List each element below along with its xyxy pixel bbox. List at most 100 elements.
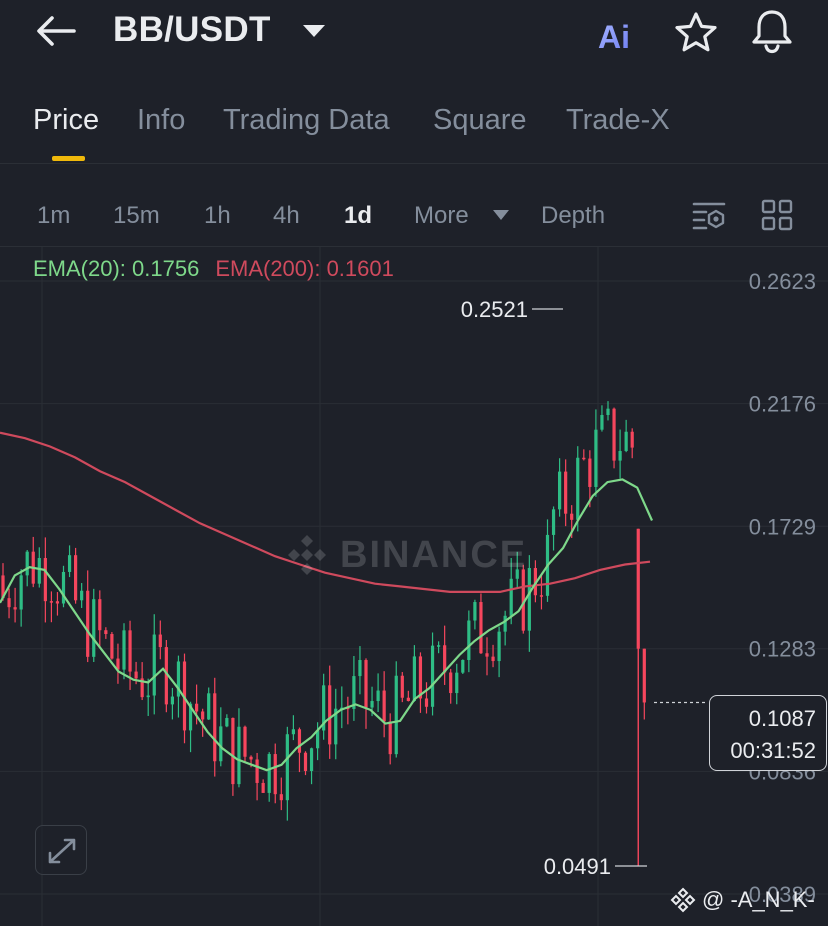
candle-body	[134, 671, 138, 679]
candle-body	[297, 729, 302, 753]
ema200-label: EMA(200): 0.1601	[215, 256, 394, 281]
candle-body	[13, 607, 17, 610]
candle-body	[497, 631, 501, 662]
candle-body	[600, 414, 604, 430]
watermark-text: BINANCE	[340, 534, 528, 576]
top-bar: BB/USDT Ai	[0, 0, 828, 64]
candle-body	[176, 661, 181, 697]
candle-body	[485, 653, 489, 657]
candle-body	[140, 678, 144, 698]
candle-body	[630, 431, 634, 448]
candle-body	[279, 794, 283, 801]
interval-1d[interactable]: 1d	[344, 202, 373, 229]
candle-body	[491, 656, 495, 662]
more-intervals-button[interactable]: More	[414, 202, 469, 229]
tab-trade-x[interactable]: Trade-X	[566, 104, 670, 136]
interval-15m[interactable]: 15m	[113, 202, 160, 229]
candle-body	[158, 634, 162, 648]
candle-body	[412, 656, 416, 701]
dropdown-caret-icon[interactable]	[300, 20, 328, 44]
ema20-line	[0, 478, 654, 772]
trading-pair-title[interactable]: BB/USDT	[113, 10, 271, 49]
candle-body	[521, 569, 525, 631]
star-icon[interactable]	[673, 10, 719, 54]
layout-grid-icon[interactable]	[760, 198, 794, 232]
candle-body	[582, 457, 586, 460]
candlestick-chart-svg[interactable]: 0.26230.21760.17290.12830.08360.03890.25…	[0, 247, 828, 926]
candle-body	[164, 647, 168, 705]
expand-icon	[48, 838, 76, 864]
candle-body	[376, 690, 380, 702]
candle-body	[116, 658, 120, 670]
interval-1m[interactable]: 1m	[37, 202, 71, 229]
candle-body	[594, 429, 598, 487]
candle-body	[92, 599, 96, 657]
candle-body	[473, 602, 477, 621]
low-price-label: 0.0491	[544, 854, 611, 879]
interval-1h[interactable]: 1h	[204, 202, 231, 229]
candle-body	[285, 734, 289, 801]
candle-body	[564, 471, 568, 514]
current-price: 0.1087	[748, 706, 816, 731]
price-chart[interactable]: 0.2623 0.2176 0.1729 0.1283 0.0836 0.0389 0.25…	[0, 247, 828, 926]
candle-body	[213, 693, 217, 762]
candle-body	[43, 558, 47, 602]
candle-body	[418, 656, 423, 699]
candle-body	[624, 431, 628, 451]
candle-body	[334, 708, 338, 745]
candle-body	[207, 693, 211, 720]
candle-body	[74, 555, 78, 601]
candle-body	[37, 558, 41, 584]
candle-body	[219, 726, 223, 762]
header-divider	[0, 246, 828, 247]
candle-body	[7, 598, 11, 608]
fullscreen-button[interactable]	[35, 825, 87, 875]
candle-body	[261, 782, 265, 793]
back-arrow-icon[interactable]	[34, 12, 78, 50]
ai-icon[interactable]: Ai	[596, 14, 644, 54]
credit-text: @ -A_N_K-	[702, 887, 815, 912]
candle-body	[388, 721, 392, 755]
candle-body	[551, 509, 556, 535]
candle-body	[249, 756, 253, 760]
candle-body	[122, 630, 126, 670]
candle-body	[406, 697, 410, 701]
tab-price[interactable]: Price	[33, 104, 100, 136]
interval-bar: 1m 15m 1h 4h 1d More Depth	[0, 188, 828, 242]
candle-body	[98, 599, 102, 631]
candle-body	[231, 717, 235, 785]
depth-button[interactable]: Depth	[541, 202, 606, 229]
more-caret-icon[interactable]	[492, 208, 510, 222]
candle-body	[25, 551, 29, 576]
candle-body	[309, 748, 314, 771]
candle-body	[394, 675, 398, 755]
tab-trading-data[interactable]: Trading Data	[223, 104, 390, 136]
y-axis-tick-label: 0.1729	[749, 514, 816, 539]
tab-square[interactable]: Square	[433, 104, 527, 136]
candle-body	[61, 571, 66, 604]
candle-body	[188, 703, 193, 731]
candle-body	[267, 754, 271, 793]
candle-body	[642, 648, 646, 703]
tab-info[interactable]: Info	[137, 104, 186, 136]
candle-body	[539, 595, 544, 597]
candle-body	[570, 513, 574, 520]
candle-body	[515, 569, 519, 579]
candle-body	[352, 676, 356, 709]
candle-body	[400, 675, 404, 698]
candle-body	[170, 696, 174, 705]
ema-legend: EMA(20): 0.1756 EMA(200): 0.1601	[33, 256, 394, 282]
candle-body	[358, 660, 362, 677]
candle-body	[588, 458, 592, 487]
y-axis-tick-label: 0.1283	[749, 637, 816, 662]
interval-4h[interactable]: 4h	[273, 202, 300, 229]
candle-body	[576, 457, 580, 520]
bell-icon[interactable]	[748, 8, 796, 54]
candle-body	[225, 717, 229, 727]
candle-body	[430, 645, 435, 707]
candle-body	[503, 615, 507, 632]
candle-body	[273, 754, 277, 795]
candle-body	[201, 711, 205, 720]
active-tab-indicator	[52, 156, 85, 161]
chart-settings-icon[interactable]	[690, 198, 728, 232]
